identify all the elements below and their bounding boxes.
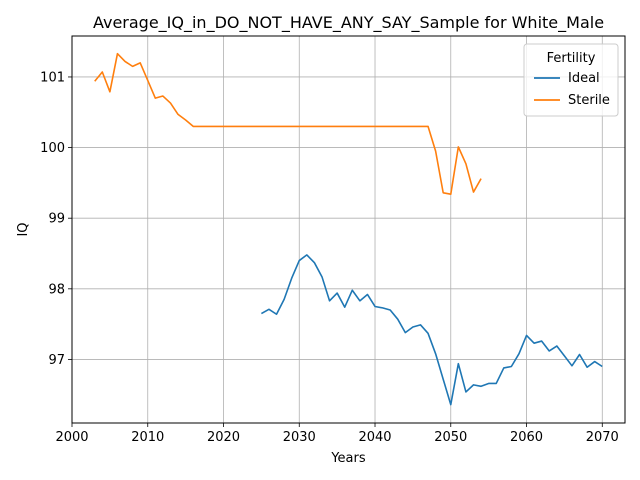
plot-frame: [71, 35, 626, 424]
x-tick-label: 2060: [510, 430, 543, 445]
x-tick-label: 2070: [586, 430, 619, 445]
x-tick-label: 2050: [434, 430, 467, 445]
legend-box: [523, 43, 619, 117]
x-tick-label: 2000: [55, 430, 88, 445]
legend: Fertility Ideal Sterile: [523, 43, 619, 117]
y-tick-label: 98: [48, 282, 65, 297]
legend-title: Fertility: [547, 51, 596, 66]
x-axis-label: Years: [330, 451, 366, 466]
legend-label-sterile: Sterile: [568, 93, 610, 108]
series-line-ideal: [260, 254, 603, 406]
x-tick-label: 2040: [358, 430, 391, 445]
legend-label-ideal: Ideal: [568, 71, 600, 86]
chart-title: Average_IQ_in_DO_NOT_HAVE_ANY_SAY_Sample…: [93, 13, 604, 33]
series-layer: [94, 52, 603, 406]
x-tick-label: 2010: [131, 430, 164, 445]
series-line-sterile: [94, 52, 482, 195]
x-axis-ticks: 2000 2010 2020 2030 2040 2050 2060 2070: [55, 423, 619, 445]
y-tick-label: 99: [48, 212, 65, 227]
y-axis-label: IQ: [16, 222, 31, 236]
y-tick-label: 100: [40, 141, 65, 156]
legend-items: Ideal Sterile: [534, 71, 610, 108]
x-tick-label: 2030: [283, 430, 316, 445]
y-tick-label: 101: [40, 70, 65, 85]
y-tick-label: 97: [48, 353, 65, 368]
y-axis-ticks: 97 98 99 100 101: [40, 70, 72, 368]
x-tick-label: 2020: [207, 430, 240, 445]
